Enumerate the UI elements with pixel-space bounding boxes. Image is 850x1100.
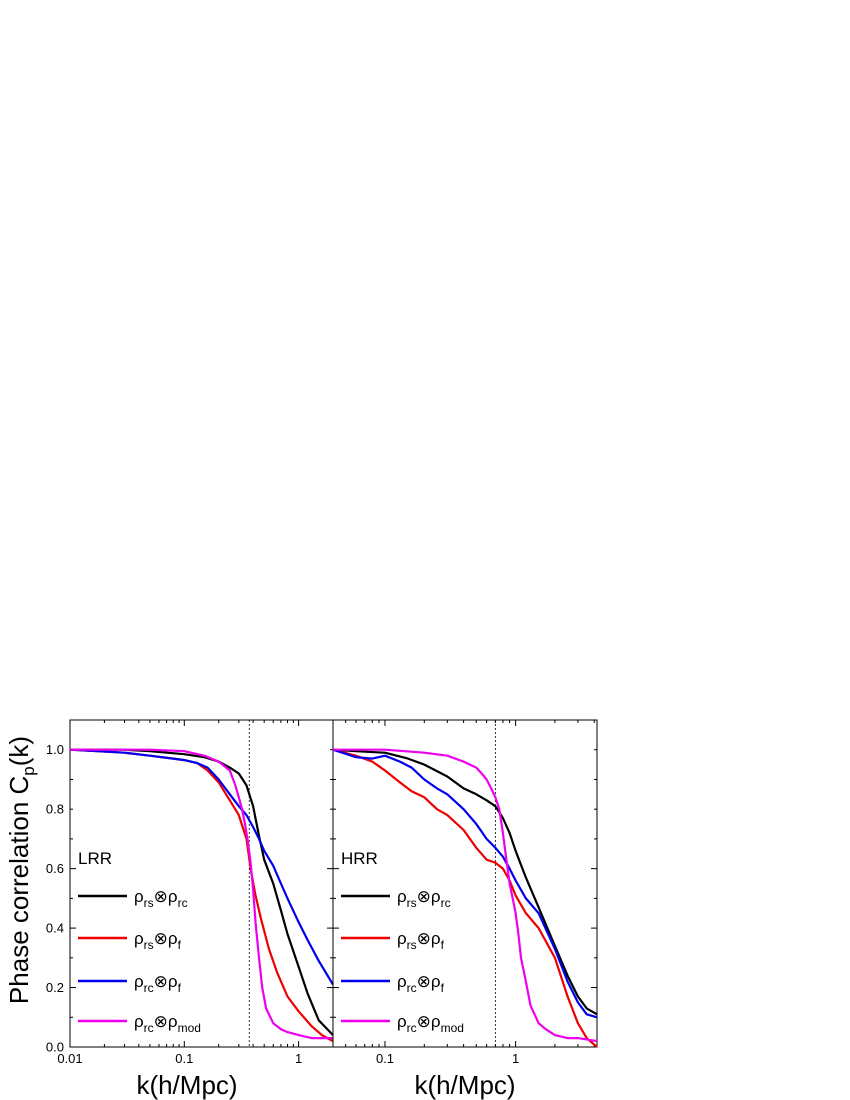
- x-tick-label: 0.1: [376, 1051, 394, 1066]
- legend-text-part: ⊗: [417, 1012, 431, 1031]
- panel-lrr: 0.00.20.40.60.81.00.01 0.1 1LRRρrs⊗ρrcρrs⊗…: [46, 719, 334, 1066]
- legend-entry: ρrc⊗ρmod: [397, 1012, 464, 1035]
- legend-text-part: ρ: [168, 972, 178, 991]
- legend-text-part: ⊗: [417, 972, 431, 991]
- legend-entry: ρrc⊗ρf: [397, 972, 445, 995]
- legend-entry: ρrc⊗ρf: [134, 972, 182, 995]
- y-tick-label: 0.2: [46, 980, 64, 995]
- legend-entry: ρrs⊗ρf: [134, 929, 182, 952]
- y-tick-label: 1.0: [46, 742, 64, 757]
- series-line-rc-f: [69, 748, 334, 986]
- legend-entry: ρrc⊗ρmod: [134, 1012, 201, 1035]
- panel-label: HRR: [341, 849, 378, 868]
- legend-text-part: ρ: [168, 887, 178, 906]
- legend-text-part: ⊗: [417, 929, 431, 948]
- legend-text-part: ρ: [431, 1012, 441, 1031]
- series-line-rs-rc: [70, 748, 334, 1036]
- y-tick-label: 0.6: [46, 861, 64, 876]
- legend-text-part: rc: [178, 896, 188, 910]
- legend-text-part: ρ: [431, 929, 441, 948]
- legend-text-part: ⊗: [154, 1012, 168, 1031]
- series-line-rs-f: [332, 748, 598, 1048]
- legend-entry: ρrs⊗ρf: [397, 929, 445, 952]
- legend-text-part: ρ: [397, 1012, 407, 1031]
- legend-text-part: rs: [407, 938, 417, 952]
- x-tick-label: 0.1: [175, 1051, 193, 1066]
- x-axis-label-right: k(h/Mpc): [414, 1070, 515, 1100]
- legend-text-part: ρ: [134, 1012, 144, 1031]
- legend-text-part: rs: [144, 938, 154, 952]
- legend-text-part: ⊗: [154, 887, 168, 906]
- legend-text-part: f: [441, 981, 445, 995]
- legend-text-part: rc: [407, 1021, 417, 1035]
- plot-frame: [332, 719, 598, 1048]
- series-line-rc-f: [332, 748, 598, 1019]
- legend-text-part: rc: [144, 1021, 154, 1035]
- y-tick-label: 0.4: [46, 921, 64, 936]
- legend-text-part: ρ: [397, 972, 407, 991]
- y-tick-label: 0.8: [46, 802, 64, 817]
- legend-text-part: ρ: [134, 887, 144, 906]
- x-axis-label-left: k(h/Mpc): [136, 1070, 237, 1100]
- chart-panels: 0.00.20.40.60.81.00.01 0.1 1LRRρrs⊗ρrcρrs⊗…: [46, 719, 598, 1066]
- series-line-rc-mod: [70, 748, 333, 1040]
- x-tick-label: 1: [512, 1051, 519, 1066]
- y-axis-label-subscript: p: [19, 766, 38, 775]
- legend-text-part: f: [441, 938, 445, 952]
- legend-entry: ρrs⊗ρrc: [397, 887, 451, 910]
- legend-text-part: ρ: [168, 929, 178, 948]
- legend-text-part: ρ: [397, 929, 407, 948]
- legend-text-part: rs: [144, 896, 154, 910]
- plot-frame: [69, 719, 334, 1048]
- legend-text-part: f: [178, 981, 182, 995]
- series-line-rc-mod: [333, 748, 598, 1043]
- legend-text-part: f: [178, 938, 182, 952]
- x-tick-label: 1: [295, 1051, 302, 1066]
- legend-text-part: ρ: [134, 972, 144, 991]
- legend-text-part: ρ: [431, 972, 441, 991]
- legend-text-part: mod: [441, 1021, 464, 1035]
- legend-text-part: ρ: [397, 887, 407, 906]
- x-tick-label: 0.01: [57, 1051, 82, 1066]
- y-tick-label: 0.0: [46, 1040, 64, 1055]
- legend-text-part: ρ: [134, 929, 144, 948]
- legend-text-part: rc: [441, 896, 451, 910]
- panel-label: LRR: [78, 849, 112, 868]
- series-line-rs-rc: [332, 748, 598, 1016]
- legend-entry: ρrs⊗ρrc: [134, 887, 188, 910]
- legend-text-part: ⊗: [154, 972, 168, 991]
- y-axis-label-main: Phase correlation C: [4, 776, 34, 1004]
- legend-text-part: ρ: [431, 887, 441, 906]
- legend-text-part: rs: [407, 896, 417, 910]
- legend-text-part: ρ: [168, 1012, 178, 1031]
- legend-text-part: mod: [178, 1021, 201, 1035]
- legend-text-part: ⊗: [154, 929, 168, 948]
- y-axis-label: Phase correlation Cp(k): [4, 736, 38, 1004]
- legend-text-part: rc: [407, 981, 417, 995]
- legend-text-part: ⊗: [417, 887, 431, 906]
- y-axis-label-suffix: (k): [4, 736, 34, 766]
- legend-text-part: rc: [144, 981, 154, 995]
